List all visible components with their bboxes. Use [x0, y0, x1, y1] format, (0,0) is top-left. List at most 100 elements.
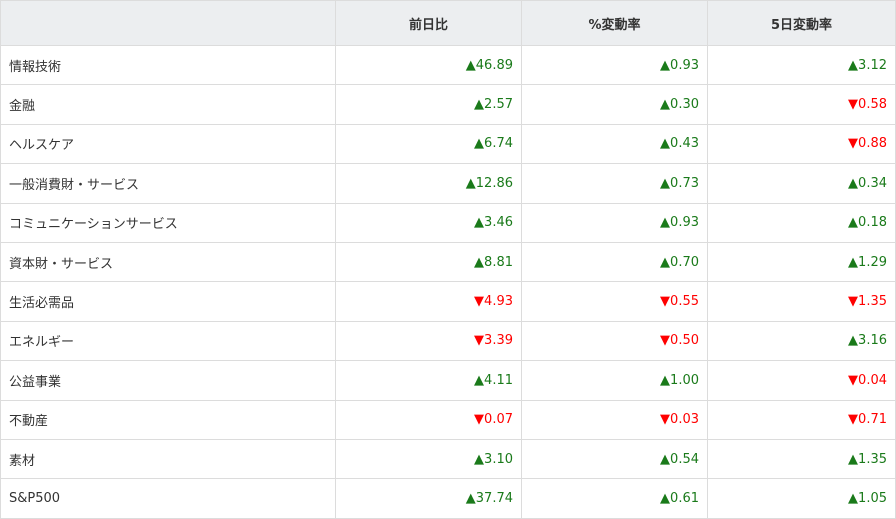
- value-cell: ▼0.50: [521, 320, 708, 362]
- value-cell: ▼0.55: [521, 281, 708, 322]
- value-cell: ▲3.10: [335, 438, 522, 480]
- value-cell: ▲6.74: [335, 123, 522, 165]
- value-text: 0.30: [670, 97, 699, 113]
- triangle-up-icon: ▲: [660, 175, 671, 191]
- value-cell: ▲1.29: [707, 241, 896, 283]
- triangle-up-icon: ▲: [848, 57, 859, 73]
- triangle-down-icon: ▼: [660, 412, 671, 428]
- value-text: 3.16: [858, 333, 887, 349]
- value-cell: ▼4.93: [335, 281, 522, 322]
- value-text: 0.73: [670, 175, 699, 191]
- header-row: 前日比 %変動率 5日変動率: [0, 0, 896, 46]
- sector-name: エネルギー: [0, 320, 336, 362]
- value-text: 0.70: [670, 254, 699, 270]
- sector-name: 情報技術: [0, 44, 336, 86]
- value-text: 0.07: [484, 412, 513, 428]
- triangle-down-icon: ▼: [848, 372, 859, 388]
- value-cell: ▲3.16: [707, 320, 896, 362]
- value-text: 37.74: [475, 490, 513, 506]
- value-cell: ▲3.46: [335, 202, 522, 243]
- table-row: 一般消費財・サービス ▲12.86 ▲0.73 ▲0.34: [0, 163, 896, 204]
- triangle-down-icon: ▼: [660, 294, 671, 310]
- value-text: 1.35: [858, 294, 887, 310]
- triangle-up-icon: ▲: [848, 215, 859, 231]
- sector-name: 資本財・サービス: [0, 241, 336, 283]
- value-text: 0.61: [670, 490, 699, 506]
- sector-name: 生活必需品: [0, 281, 336, 322]
- triangle-up-icon: ▲: [474, 451, 485, 467]
- triangle-up-icon: ▲: [474, 136, 485, 152]
- triangle-down-icon: ▼: [848, 97, 859, 113]
- header-sector: [0, 0, 336, 46]
- triangle-down-icon: ▼: [474, 333, 485, 349]
- table-row: エネルギー ▼3.39 ▼0.50 ▲3.16: [0, 320, 896, 362]
- triangle-down-icon: ▼: [848, 136, 859, 152]
- triangle-up-icon: ▲: [848, 333, 859, 349]
- value-cell: ▼0.04: [707, 360, 896, 401]
- value-cell: ▲1.35: [707, 438, 896, 480]
- value-text: 46.89: [475, 57, 513, 73]
- table-row: コミュニケーションサービス ▲3.46 ▲0.93 ▲0.18: [0, 202, 896, 243]
- triangle-up-icon: ▲: [660, 372, 671, 388]
- value-cell: ▲0.70: [521, 241, 708, 283]
- sector-name: 素材: [0, 438, 336, 480]
- triangle-up-icon: ▲: [848, 254, 859, 270]
- value-cell: ▲46.89: [335, 44, 522, 86]
- sector-name: S&P500: [0, 478, 336, 519]
- triangle-down-icon: ▼: [474, 294, 485, 310]
- triangle-down-icon: ▼: [474, 412, 485, 428]
- value-text: 1.00: [670, 372, 699, 388]
- value-text: 0.54: [670, 451, 699, 467]
- table-row: 不動産 ▼0.07 ▼0.03 ▼0.71: [0, 399, 896, 440]
- value-cell: ▲37.74: [335, 478, 522, 519]
- triangle-up-icon: ▲: [660, 254, 671, 270]
- triangle-up-icon: ▲: [660, 451, 671, 467]
- triangle-up-icon: ▲: [660, 136, 671, 152]
- value-text: 1.29: [858, 254, 887, 270]
- value-text: 6.74: [484, 136, 513, 152]
- value-text: 8.81: [484, 254, 513, 270]
- sector-name: 公益事業: [0, 360, 336, 401]
- sector-name: 不動産: [0, 399, 336, 440]
- value-text: 3.12: [858, 57, 887, 73]
- value-cell: ▼0.03: [521, 399, 708, 440]
- value-cell: ▲12.86: [335, 163, 522, 204]
- table-row: 生活必需品 ▼4.93 ▼0.55 ▼1.35: [0, 281, 896, 322]
- value-cell: ▲0.61: [521, 478, 708, 519]
- value-text: 0.43: [670, 136, 699, 152]
- value-cell: ▼0.71: [707, 399, 896, 440]
- table-row: 金融 ▲2.57 ▲0.30 ▼0.58: [0, 84, 896, 125]
- value-cell: ▲8.81: [335, 241, 522, 283]
- value-text: 0.71: [858, 412, 887, 428]
- value-text: 0.18: [858, 215, 887, 231]
- value-cell: ▼0.88: [707, 123, 896, 165]
- value-cell: ▲1.05: [707, 478, 896, 519]
- table-row: S&P500 ▲37.74 ▲0.61 ▲1.05: [0, 478, 896, 519]
- value-text: 4.93: [484, 294, 513, 310]
- value-text: 0.93: [670, 57, 699, 73]
- header-day-change: 前日比: [335, 0, 522, 46]
- value-cell: ▲0.43: [521, 123, 708, 165]
- value-text: 0.03: [670, 412, 699, 428]
- triangle-up-icon: ▲: [474, 97, 485, 113]
- sector-name: 金融: [0, 84, 336, 125]
- value-text: 0.93: [670, 215, 699, 231]
- triangle-up-icon: ▲: [465, 57, 476, 73]
- value-cell: ▲4.11: [335, 360, 522, 401]
- triangle-up-icon: ▲: [474, 254, 485, 270]
- sector-name: コミュニケーションサービス: [0, 202, 336, 243]
- value-text: 0.55: [670, 294, 699, 310]
- value-text: 1.35: [858, 451, 887, 467]
- value-text: 12.86: [475, 175, 513, 191]
- triangle-up-icon: ▲: [660, 97, 671, 113]
- triangle-up-icon: ▲: [848, 451, 859, 467]
- value-text: 3.46: [484, 215, 513, 231]
- sector-name: ヘルスケア: [0, 123, 336, 165]
- value-cell: ▲2.57: [335, 84, 522, 125]
- value-text: 3.39: [484, 333, 513, 349]
- triangle-down-icon: ▼: [848, 412, 859, 428]
- value-text: 0.50: [670, 333, 699, 349]
- triangle-down-icon: ▼: [848, 294, 859, 310]
- sector-name: 一般消費財・サービス: [0, 163, 336, 204]
- value-text: 0.34: [858, 175, 887, 191]
